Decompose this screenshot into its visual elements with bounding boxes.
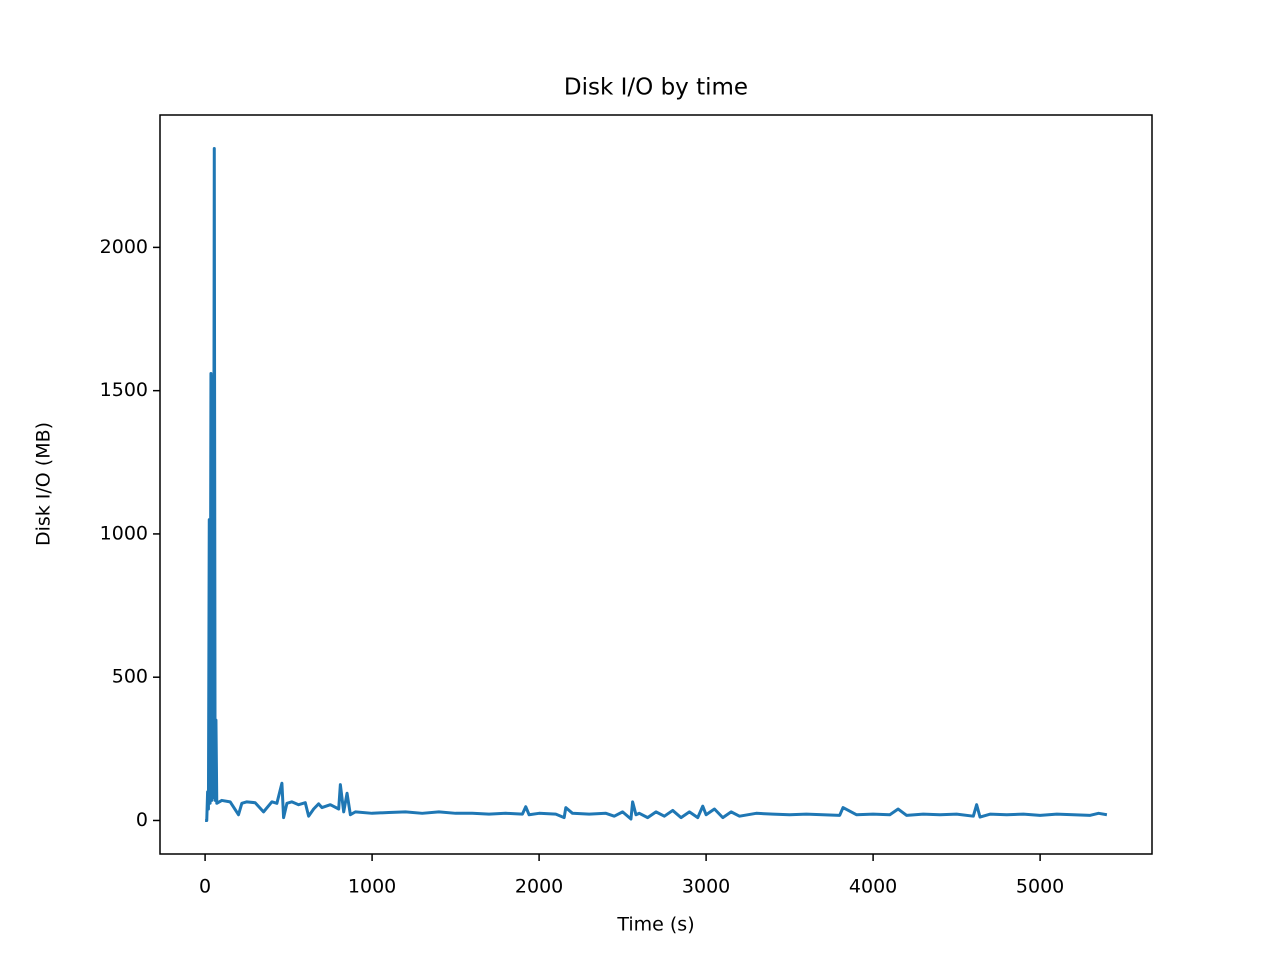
y-tick-label: 1000 — [100, 522, 148, 544]
y-tick-label: 1500 — [100, 379, 148, 401]
y-tick-label: 2000 — [100, 236, 148, 258]
plot-frame — [159, 114, 1153, 855]
x-tick-label: 2000 — [515, 876, 563, 898]
x-tick-label: 3000 — [682, 876, 730, 898]
x-tick-label: 1000 — [348, 876, 396, 898]
chart-title: Disk I/O by time — [564, 75, 748, 101]
y-tick-label: 500 — [112, 666, 148, 688]
data-line — [205, 147, 1108, 822]
x-tick-label: 0 — [199, 876, 211, 898]
y-tick-label: 0 — [136, 809, 148, 831]
x-axis-label: Time (s) — [616, 914, 694, 936]
y-axis-label: Disk I/O (MB) — [33, 422, 55, 546]
x-tick-label: 5000 — [1016, 876, 1064, 898]
x-tick-label: 4000 — [849, 876, 897, 898]
